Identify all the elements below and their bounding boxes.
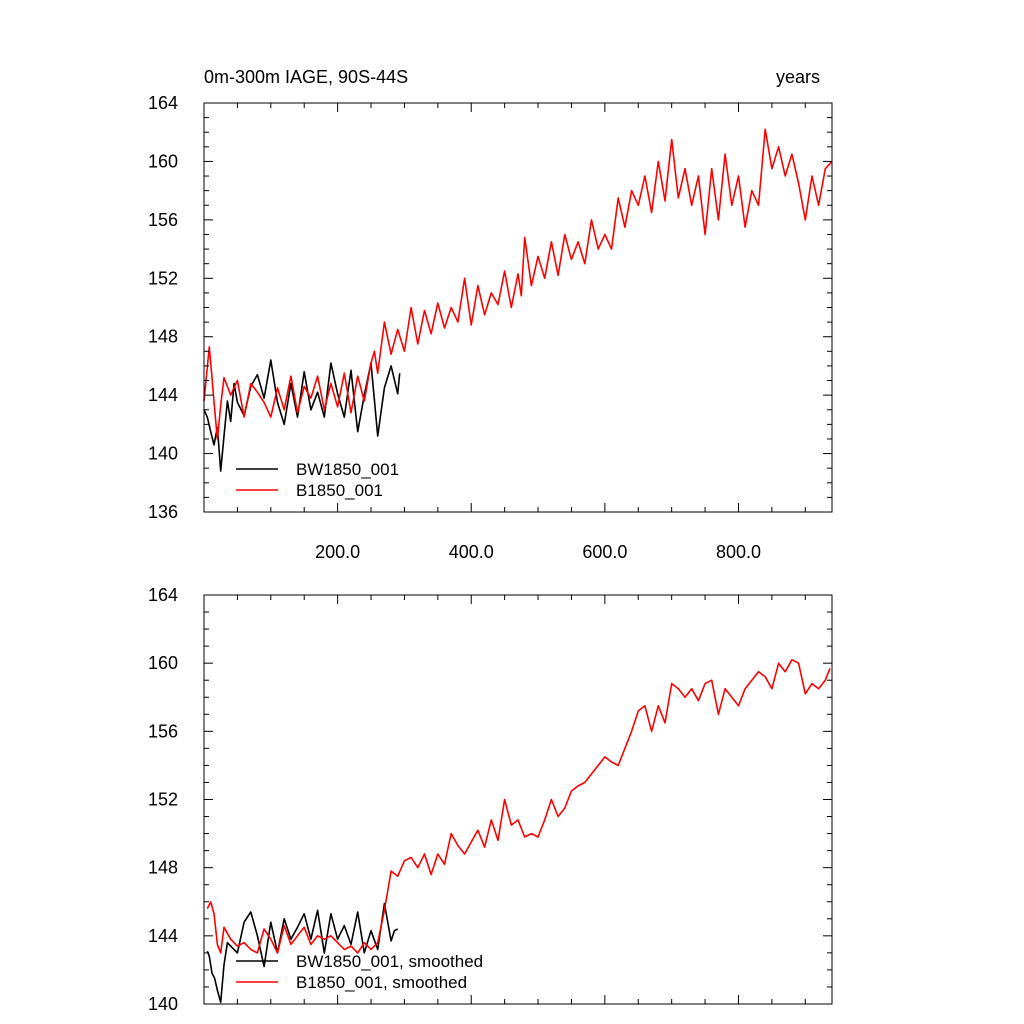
top-legend: BW1850_001 B1850_001 xyxy=(236,460,399,500)
bottom-y-tick-label: 152 xyxy=(148,790,178,810)
bottom-y-tick-label: 160 xyxy=(148,653,178,673)
top-x-tick-label: 400.0 xyxy=(449,542,494,562)
bottom-y-tick-label: 164 xyxy=(148,585,178,605)
top-x-tick-label: 800.0 xyxy=(716,542,761,562)
top-y-tick-label: 144 xyxy=(148,385,178,405)
top-y-tick-label: 148 xyxy=(148,327,178,347)
bottom-plot-frame xyxy=(203,594,833,1005)
top-series-group xyxy=(203,128,833,472)
top-x-tick-label: 200.0 xyxy=(315,542,360,562)
top-panel: 0m-300m IAGE, 90S-44S years 136 140 144 148… xyxy=(148,67,833,562)
top-series-bw1850-001 xyxy=(203,359,401,472)
bottom-series-b1850-001-smoothed xyxy=(206,659,831,954)
bottom-y-tick-label: 140 xyxy=(148,994,178,1014)
bottom-y-tick-label: 156 xyxy=(148,721,178,741)
bottom-series-group xyxy=(206,659,831,1004)
top-axes-group: 136 140 144 148 152 156 160 164 200.0 400.0 600.0 8… xyxy=(148,93,833,562)
top-y-tick-label: 164 xyxy=(148,93,178,113)
top-x-tick-label: 600.0 xyxy=(582,542,627,562)
top-y-tick-label: 152 xyxy=(148,268,178,288)
legend-label-b1850-smoothed: B1850_001, smoothed xyxy=(296,973,467,992)
top-panel-units: years xyxy=(776,67,820,87)
legend-label-bw1850: BW1850_001 xyxy=(296,460,399,479)
bottom-y-tick-label: 144 xyxy=(148,926,178,946)
legend-label-bw1850-smoothed: BW1850_001, smoothed xyxy=(296,952,483,971)
top-y-tick-label: 140 xyxy=(148,444,178,464)
top-y-tick-label: 160 xyxy=(148,151,178,171)
top-panel-title: 0m-300m IAGE, 90S-44S xyxy=(204,67,408,87)
legend-label-b1850: B1850_001 xyxy=(296,481,383,500)
top-plot-frame xyxy=(203,102,833,513)
bottom-legend: BW1850_001, smoothed B1850_001, smoothed xyxy=(236,952,483,992)
top-series-b1850-001 xyxy=(203,128,833,440)
top-y-tick-label: 156 xyxy=(148,210,178,230)
bottom-y-tick-label: 148 xyxy=(148,858,178,878)
bottom-axes-group: 140 144 148 152 156 160 164 xyxy=(148,585,833,1014)
bottom-panel: 140 144 148 152 156 160 164 BW1850_001, smooth… xyxy=(148,585,833,1014)
top-y-tick-label: 136 xyxy=(148,502,178,522)
